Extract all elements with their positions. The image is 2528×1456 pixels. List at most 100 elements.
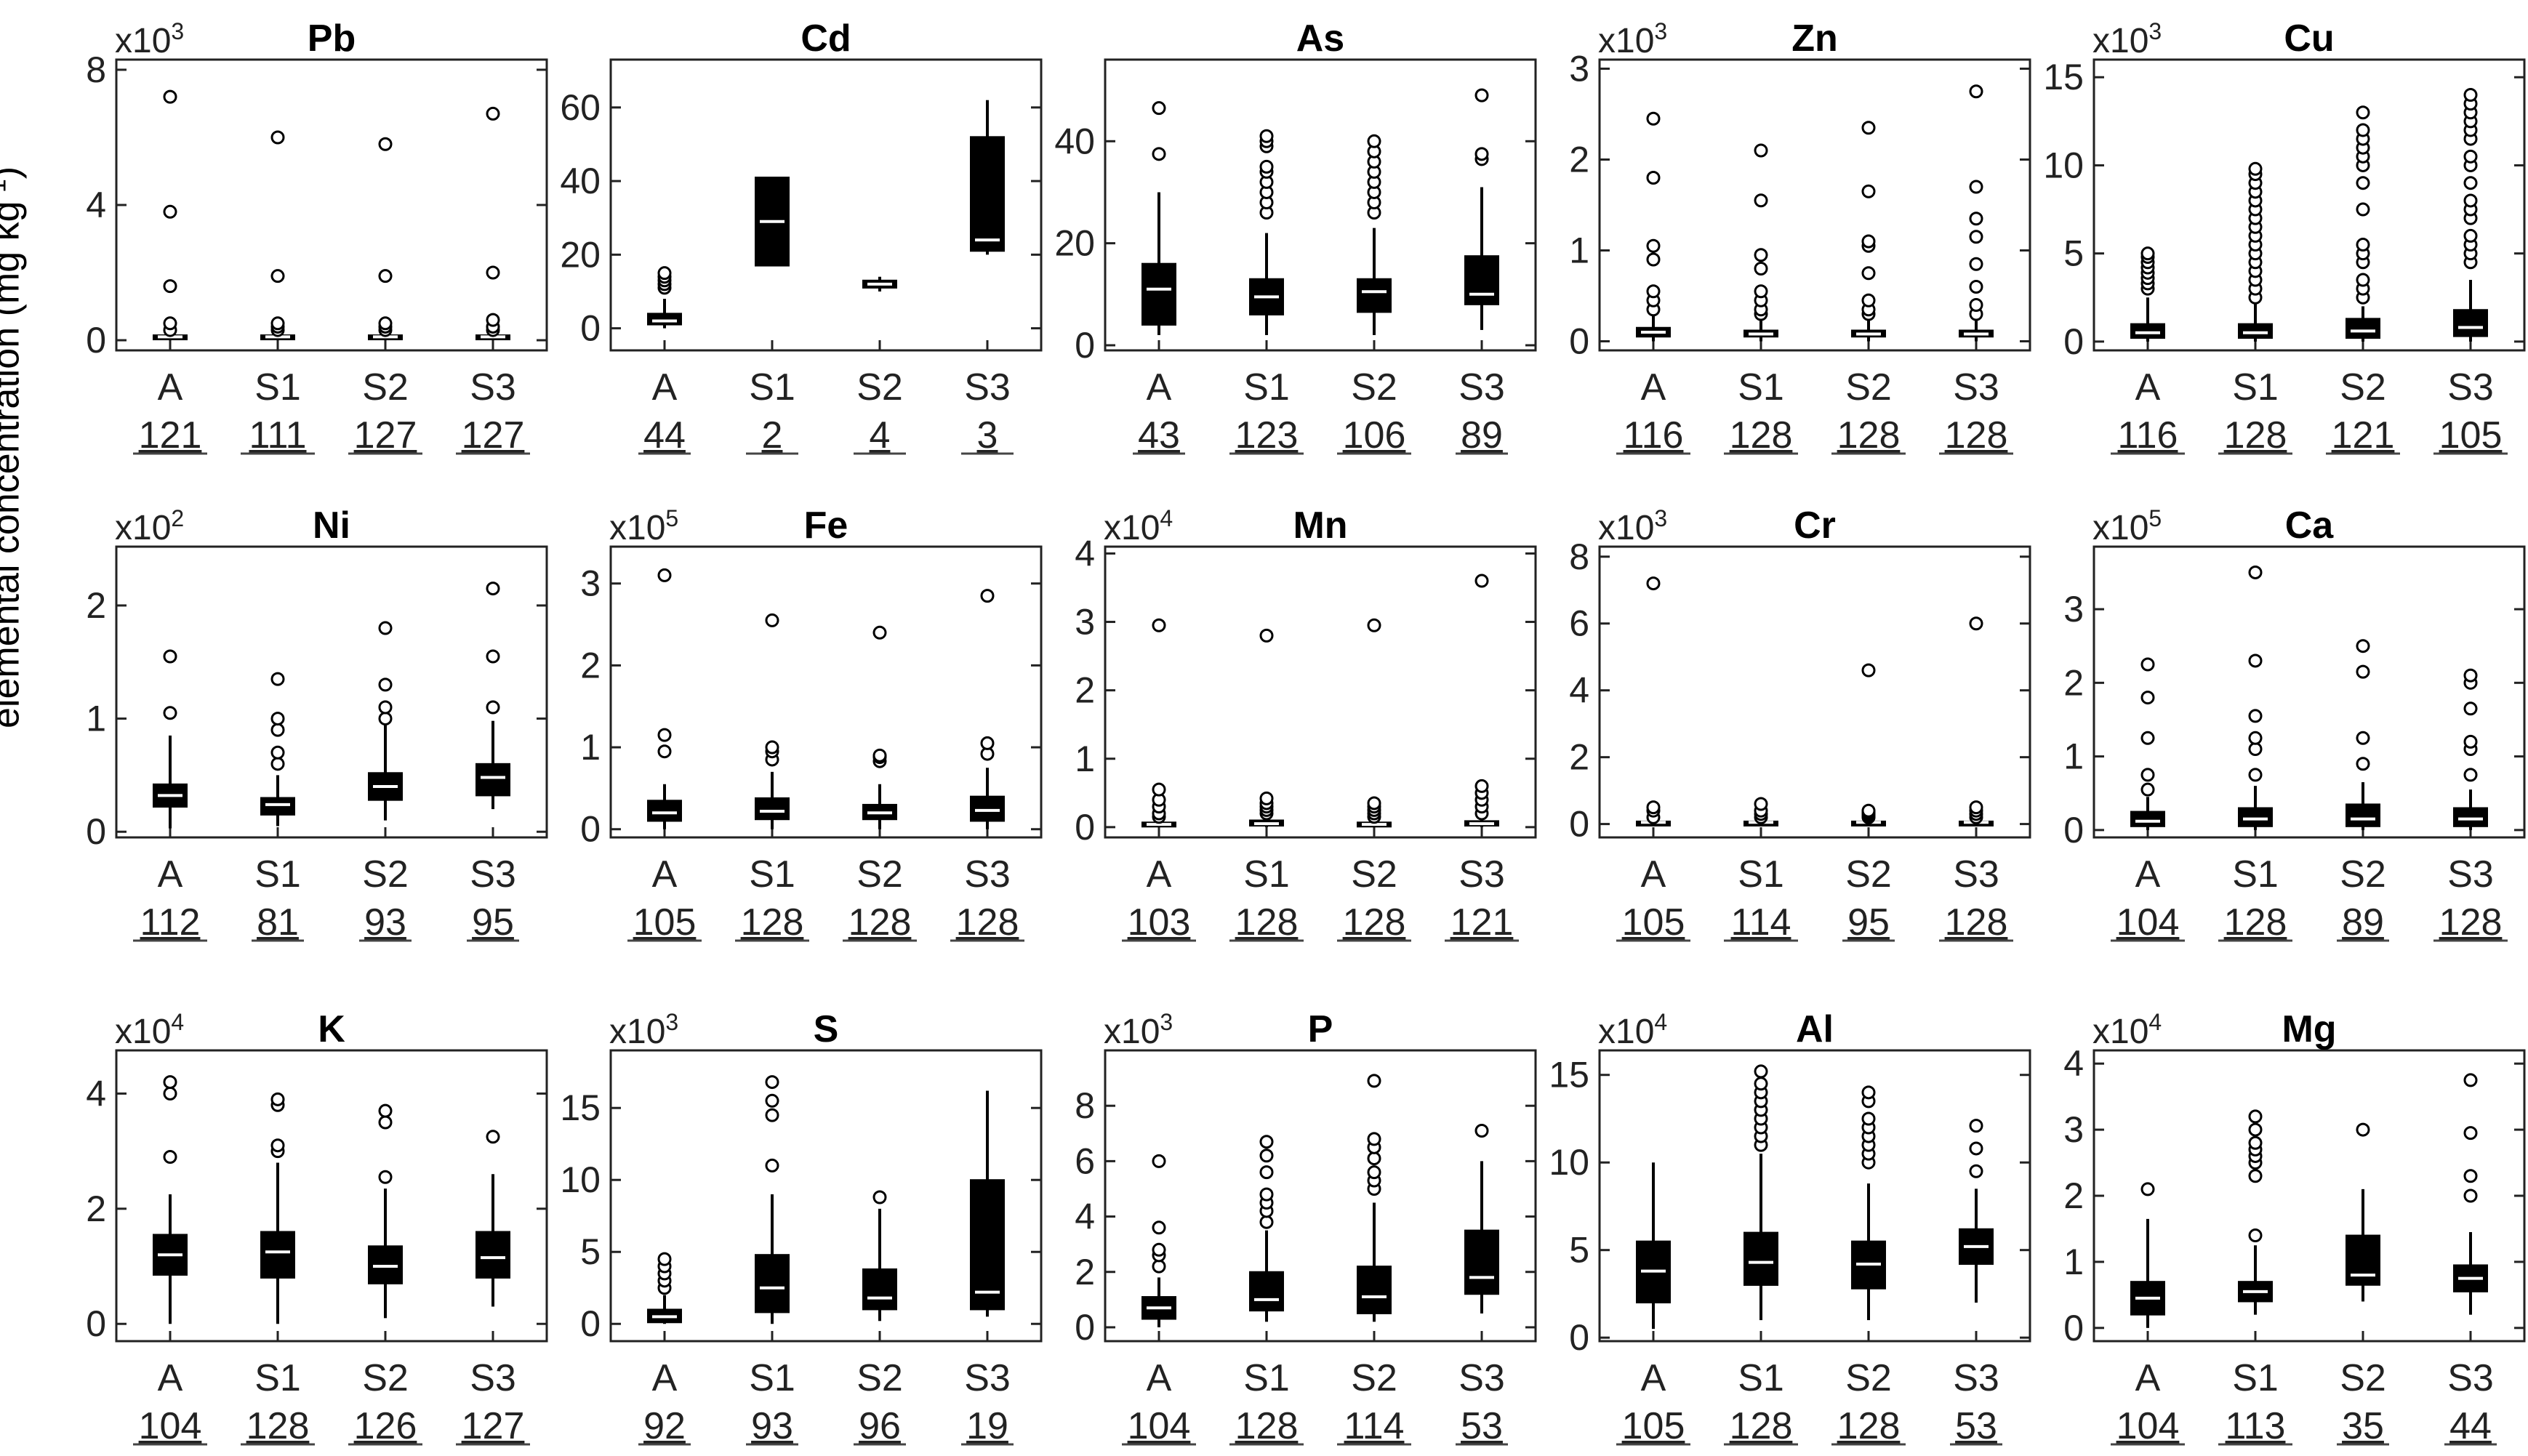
outlier-point xyxy=(2140,657,2155,672)
y-tick-label: 60 xyxy=(560,87,601,128)
axis-multiplier: x103 xyxy=(1104,1009,1173,1051)
y-tick-label: 3 xyxy=(2063,1109,2084,1150)
outlier-point xyxy=(1969,298,1983,312)
outlier-point xyxy=(657,744,672,759)
x-tick-label: S2 xyxy=(2340,853,2386,896)
y-tick-label: 3 xyxy=(580,563,601,604)
sample-count: 53 xyxy=(1955,1405,1997,1447)
sample-count: 106 xyxy=(1343,414,1406,456)
sample-count: 127 xyxy=(462,1405,525,1447)
y-tick-label: 4 xyxy=(86,185,106,225)
outlier-point xyxy=(2140,731,2155,745)
axis-multiplier-exponent: 4 xyxy=(2148,1009,2162,1035)
x-tick-label: S2 xyxy=(856,1357,903,1399)
y-axis-title-text: elemental concentration (mg kg-1) xyxy=(0,166,28,728)
axis-multiplier: x103 xyxy=(115,18,184,60)
outlier-point xyxy=(1969,1164,1983,1178)
outlier-point xyxy=(486,700,500,715)
panel-title: Zn xyxy=(1791,17,1838,60)
outlier-point xyxy=(270,130,285,145)
x-tick-label: A xyxy=(2135,853,2161,896)
outlier-point xyxy=(1474,1123,1489,1138)
y-tick-label: 0 xyxy=(1569,804,1589,845)
outlier-point xyxy=(1259,1149,1274,1163)
axis-multiplier: x103 xyxy=(609,1009,678,1051)
outlier-point xyxy=(2140,246,2155,261)
sample-count: 104 xyxy=(139,1405,202,1447)
outlier-point xyxy=(2463,176,2478,190)
outlier-point xyxy=(1754,248,1768,262)
y-tick-label: 8 xyxy=(1569,536,1589,577)
x-tick-label: S2 xyxy=(362,366,409,409)
y-axis-title: elemental concentration (mg kg-1) xyxy=(0,166,35,757)
outlier-point xyxy=(2140,782,2155,797)
y-tick-label: 0 xyxy=(1569,321,1589,362)
axis-multiplier-exponent: 5 xyxy=(2148,505,2162,531)
sample-count: 128 xyxy=(2224,414,2287,456)
sample-count: 128 xyxy=(848,901,912,944)
box-body xyxy=(1249,1271,1284,1312)
chart-panel-cr: Cr x103 0 2 4 6 8 A 105 S1 114 S2 95 S3 128 xyxy=(1569,504,2031,944)
outlier-point xyxy=(2463,1073,2478,1087)
outlier-point xyxy=(1152,1259,1166,1274)
box-body xyxy=(1357,1266,1392,1314)
outlier-point xyxy=(1474,147,1489,161)
axis-multiplier-exponent: 2 xyxy=(171,505,184,531)
outlier-point xyxy=(1646,800,1661,815)
outlier-point xyxy=(378,677,393,692)
outlier-point xyxy=(378,1103,393,1118)
axis-multiplier-exponent: 5 xyxy=(665,505,678,531)
outlier-point xyxy=(2463,1169,2478,1183)
outlier-point xyxy=(1754,193,1768,208)
outlier-point xyxy=(1861,1111,1876,1126)
panel-title: Pb xyxy=(308,17,356,60)
axis-multiplier-exponent: 3 xyxy=(1654,18,1667,44)
outlier-point xyxy=(765,613,779,627)
y-tick-label: 20 xyxy=(1054,223,1095,264)
box-body xyxy=(1464,255,1499,305)
outlier-point xyxy=(765,1108,779,1122)
y-tick-label: 20 xyxy=(560,234,601,275)
outlier-point xyxy=(1367,618,1381,632)
outlier-point xyxy=(1969,616,1983,631)
sample-count: 111 xyxy=(249,414,306,456)
x-tick-label: S2 xyxy=(856,366,903,409)
outlier-point xyxy=(1152,1220,1166,1235)
x-tick-label: S3 xyxy=(1953,853,1999,896)
axis-multiplier-exponent: 4 xyxy=(1160,505,1173,531)
box-body xyxy=(2453,807,2488,827)
outlier-point xyxy=(163,89,177,104)
box-body xyxy=(647,313,682,326)
y-tick-label: 1 xyxy=(580,727,601,768)
outlier-point xyxy=(270,745,285,760)
outlier-point xyxy=(2248,1122,2263,1137)
outlier-point xyxy=(163,706,177,720)
x-tick-label: S1 xyxy=(254,366,301,409)
outlier-point xyxy=(2356,1122,2370,1137)
outlier-point xyxy=(1646,284,1661,299)
y-tick-label: 0 xyxy=(1075,325,1095,366)
outlier-point xyxy=(486,265,500,280)
axis-multiplier: x104 xyxy=(2092,1009,2162,1051)
outlier-point xyxy=(1152,782,1166,797)
outlier-point xyxy=(270,269,285,283)
box-body xyxy=(1357,278,1392,313)
panel-title: Mg xyxy=(2282,1008,2336,1050)
outlier-point xyxy=(378,712,393,726)
x-tick-label: S2 xyxy=(1351,1357,1397,1399)
plot-frame xyxy=(115,58,548,352)
sample-count: 89 xyxy=(1461,414,1503,456)
outlier-point xyxy=(2248,161,2263,176)
x-tick-label: S1 xyxy=(254,853,301,896)
y-tick-label: 10 xyxy=(560,1159,601,1200)
plot-frame xyxy=(115,545,548,839)
y-tick-label: 0 xyxy=(2063,1308,2084,1348)
y-tick-label: 5 xyxy=(1569,1230,1589,1271)
outlier-point xyxy=(657,568,672,582)
outlier-point xyxy=(765,1158,779,1173)
outlier-point xyxy=(378,700,393,715)
outlier-point xyxy=(1754,1064,1768,1079)
y-axis-title-close: ) xyxy=(0,166,28,179)
